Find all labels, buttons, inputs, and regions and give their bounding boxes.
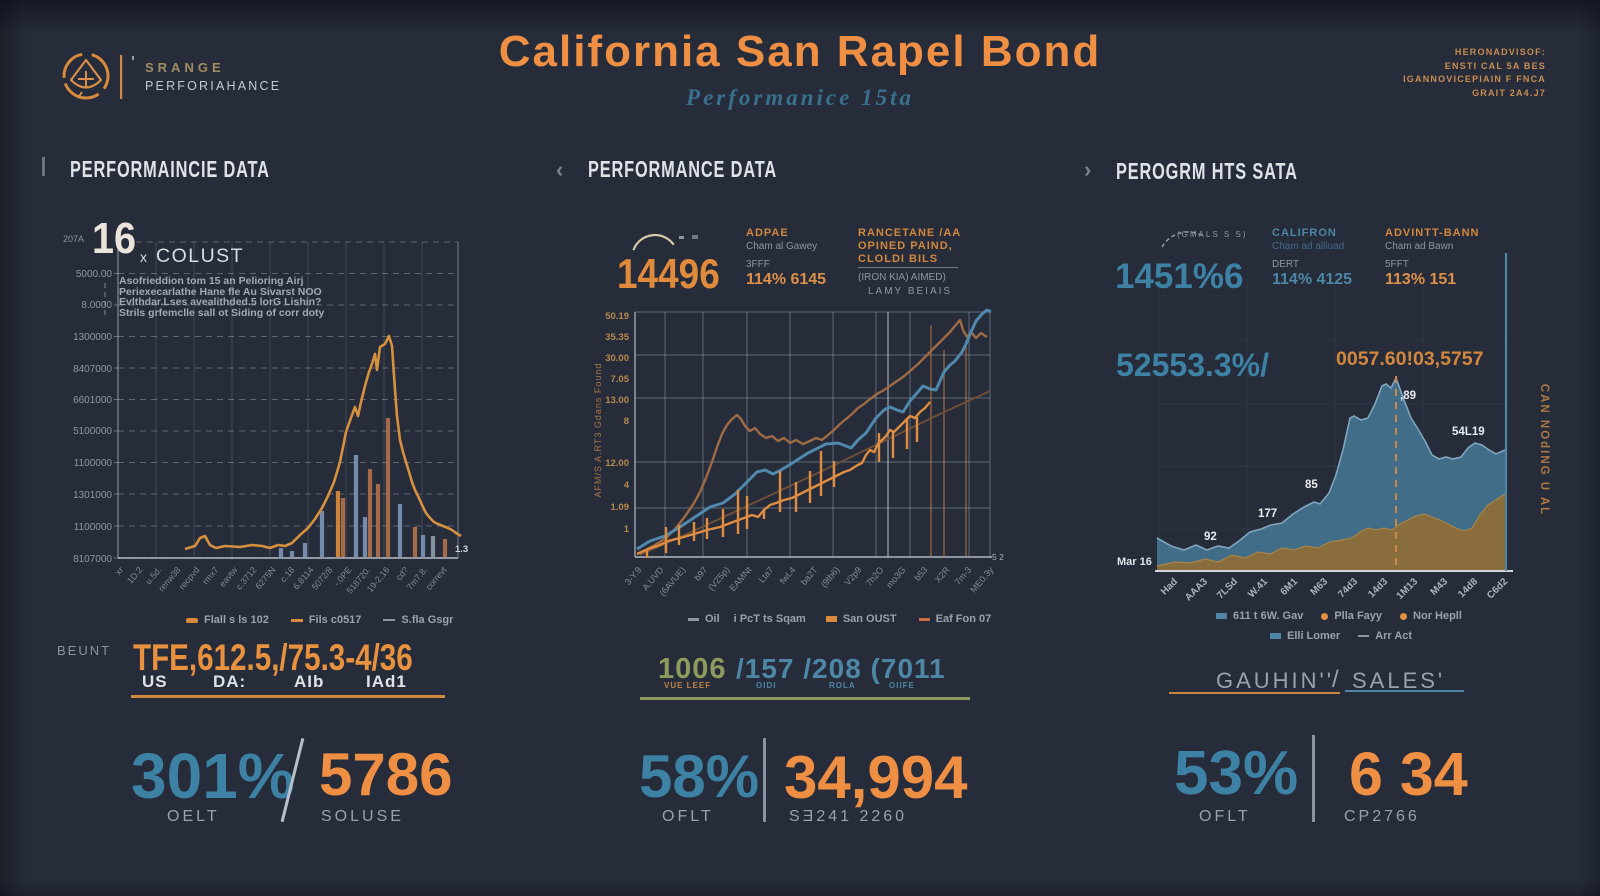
svg-text:7h2O: 7h2O (864, 565, 886, 588)
svg-text:177: 177 (1258, 508, 1277, 520)
svg-text:1100000: 1100000 (74, 458, 113, 469)
svg-text:(9tb6): (9tb6) (819, 565, 842, 589)
svg-text:xr: xr (113, 565, 125, 577)
svg-text:8407000: 8407000 (73, 364, 112, 375)
svg-text:Lta7: Lta7 (757, 565, 776, 585)
svg-text:mo3G: mo3G (884, 565, 907, 590)
svg-text:30.00: 30.00 (605, 353, 629, 364)
svg-text:C6d2: C6d2 (1485, 576, 1510, 601)
svg-text:14d8: 14d8 (1456, 576, 1480, 600)
svg-text:EAMNt: EAMNt (728, 564, 754, 593)
svg-text:6601000: 6601000 (73, 395, 112, 406)
svg-text:12.00: 12.00 (605, 458, 629, 469)
svg-text:Had: Had (1159, 576, 1180, 597)
svg-text:1301000: 1301000 (73, 490, 112, 501)
svg-text:5000.00: 5000.00 (76, 269, 113, 280)
svg-text:fwL4: fwL4 (778, 565, 798, 586)
svg-text:1300000: 1300000 (73, 332, 112, 343)
svg-text:X2R: X2R (933, 564, 952, 584)
svg-text:3-Y.9: 3-Y.9 (623, 565, 644, 587)
svg-text:,89: ,89 (1400, 390, 1416, 402)
svg-text:1100000: 1100000 (74, 522, 113, 533)
svg-text:92: 92 (1204, 531, 1217, 543)
svg-text:7.05: 7.05 (611, 374, 630, 385)
svg-text:85: 85 (1305, 479, 1318, 491)
svg-text:1D.2: 1D.2 (125, 565, 145, 586)
svg-text:6275N: 6275N (253, 565, 277, 591)
svg-text:(VZ5p): (VZ5p) (706, 565, 731, 593)
svg-text:7LSd: 7LSd (1215, 576, 1240, 601)
svg-text:M63: M63 (1309, 576, 1331, 598)
svg-text:AAA3: AAA3 (1183, 576, 1210, 603)
svg-text:ME0.3y: ME0.3y (968, 564, 996, 594)
svg-text:35.35: 35.35 (605, 332, 629, 343)
svg-text:M43: M43 (1429, 576, 1451, 598)
svg-text:1M13: 1M13 (1395, 576, 1421, 602)
svg-text:1.3: 1.3 (455, 544, 468, 555)
svg-text:AFM/S A.RT3 Gdans Found: AFM/S A.RT3 Gdans Found (593, 363, 603, 498)
svg-text:14d3: 14d3 (1366, 576, 1390, 600)
svg-text:(GMALS S S): (GMALS S S) (1177, 230, 1247, 239)
svg-text:1.09: 1.09 (611, 502, 630, 513)
svg-text:8: 8 (624, 416, 629, 427)
svg-text:50.19: 50.19 (605, 311, 629, 322)
svg-text:13.00: 13.00 (605, 395, 629, 406)
svg-text:recpvd: recpvd (177, 565, 202, 592)
svg-text:5072/8: 5072/8 (310, 565, 335, 592)
svg-text:8.0000: 8.0000 (81, 300, 112, 311)
svg-text:V2p9: V2p9 (842, 565, 863, 588)
svg-text:cd?: cd? (394, 565, 411, 582)
svg-text:54L19: 54L19 (1452, 426, 1485, 438)
svg-text:74d3: 74d3 (1336, 576, 1360, 600)
svg-text:CAN NOdING U AL: CAN NOdING U AL (1538, 384, 1550, 516)
svg-text:7m-3: 7m-3 (953, 565, 974, 587)
svg-text:4: 4 (624, 480, 630, 491)
svg-text:Mar 16: Mar 16 (1117, 556, 1152, 568)
svg-text:8107000: 8107000 (73, 554, 112, 565)
svg-text:1: 1 (624, 524, 630, 535)
svg-text:W.41: W.41 (1246, 576, 1270, 600)
svg-text:c.3712: c.3712 (234, 565, 259, 592)
svg-text:b53: b53 (912, 565, 929, 583)
svg-text:5100000: 5100000 (73, 426, 112, 437)
svg-text:b97: b97 (692, 565, 709, 583)
svg-text:5 2: 5 2 (992, 552, 1004, 562)
svg-text:ba2T: ba2T (799, 564, 820, 587)
svg-text:6M1: 6M1 (1279, 576, 1301, 598)
svg-text:correvt: correvt (424, 564, 449, 591)
